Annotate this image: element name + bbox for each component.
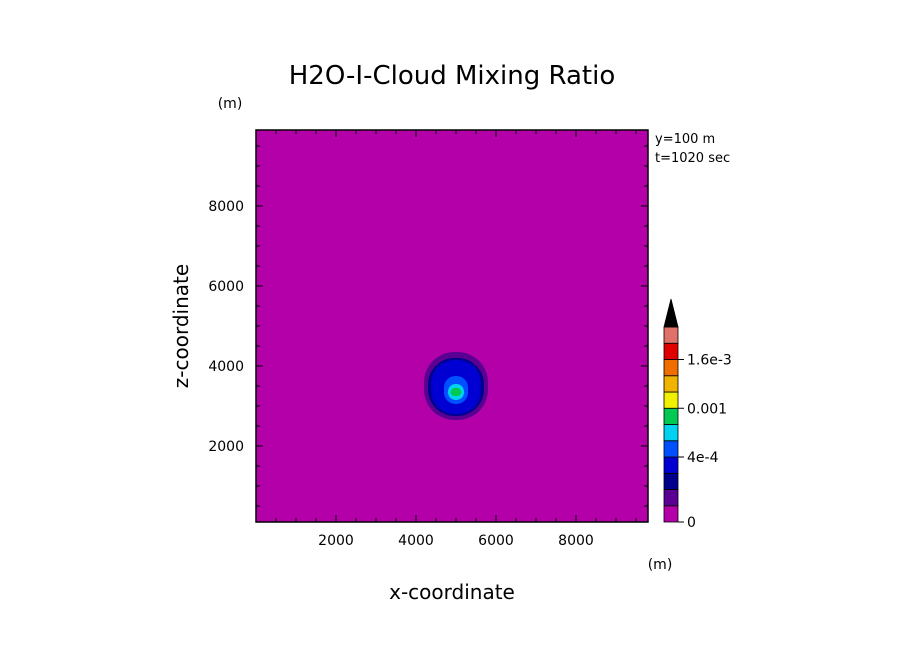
chart-title: H2O-I-Cloud Mixing Ratio [289,61,616,91]
contour-layer [424,352,488,420]
colorbar-extend-arrow [663,298,679,328]
plot-background [256,130,648,522]
x-tick-label: 6000 [478,533,514,549]
y-tick-label: 2000 [208,439,244,455]
y-tick-label: 8000 [208,199,244,215]
y-axis-title: z-coordinate [169,264,193,388]
y-tick-label: 6000 [208,279,244,295]
x-tick-label: 4000 [398,533,434,549]
colorbar-segment [663,359,679,377]
colorbar-segment [663,407,679,425]
colorbar-segment [663,424,679,442]
colorbar-segment [663,342,679,360]
colorbar-tick-label: 0 [687,515,696,531]
y-axis: 2000 4000 6000 8000 [208,145,648,507]
x-axis-title: x-coordinate [389,580,515,604]
x-tick-label: 8000 [558,533,594,549]
x-axis: 2000 4000 6000 8000 [275,130,637,549]
colorbar-tick-label: 0.001 [687,401,727,417]
annotation-t: t=1020 sec [655,151,730,166]
colorbar-segment [663,505,679,523]
colorbar-segment [663,375,679,393]
colorbar-tick-label: 4e-4 [687,450,719,466]
colorbar-segment [663,440,679,458]
colorbar-segment [663,326,679,344]
plot-area: 2000 4000 6000 8000 2000 4000 6000 8000 [208,129,649,549]
colorbar-segment [663,391,679,409]
x-unit-label: (m) [648,557,673,573]
annotation-y: y=100 m [655,132,715,147]
colorbar-segment [663,472,679,490]
x-tick-label: 2000 [318,533,354,549]
colorbar-segment [663,456,679,474]
contour-level-6 [450,388,462,396]
colorbar-segment [663,489,679,507]
y-unit-label: (m) [218,96,243,112]
y-tick-label: 4000 [208,359,244,375]
colorbar: 0 4e-4 0.001 1.6e-3 [663,298,732,531]
colorbar-tick-label: 1.6e-3 [687,353,732,369]
